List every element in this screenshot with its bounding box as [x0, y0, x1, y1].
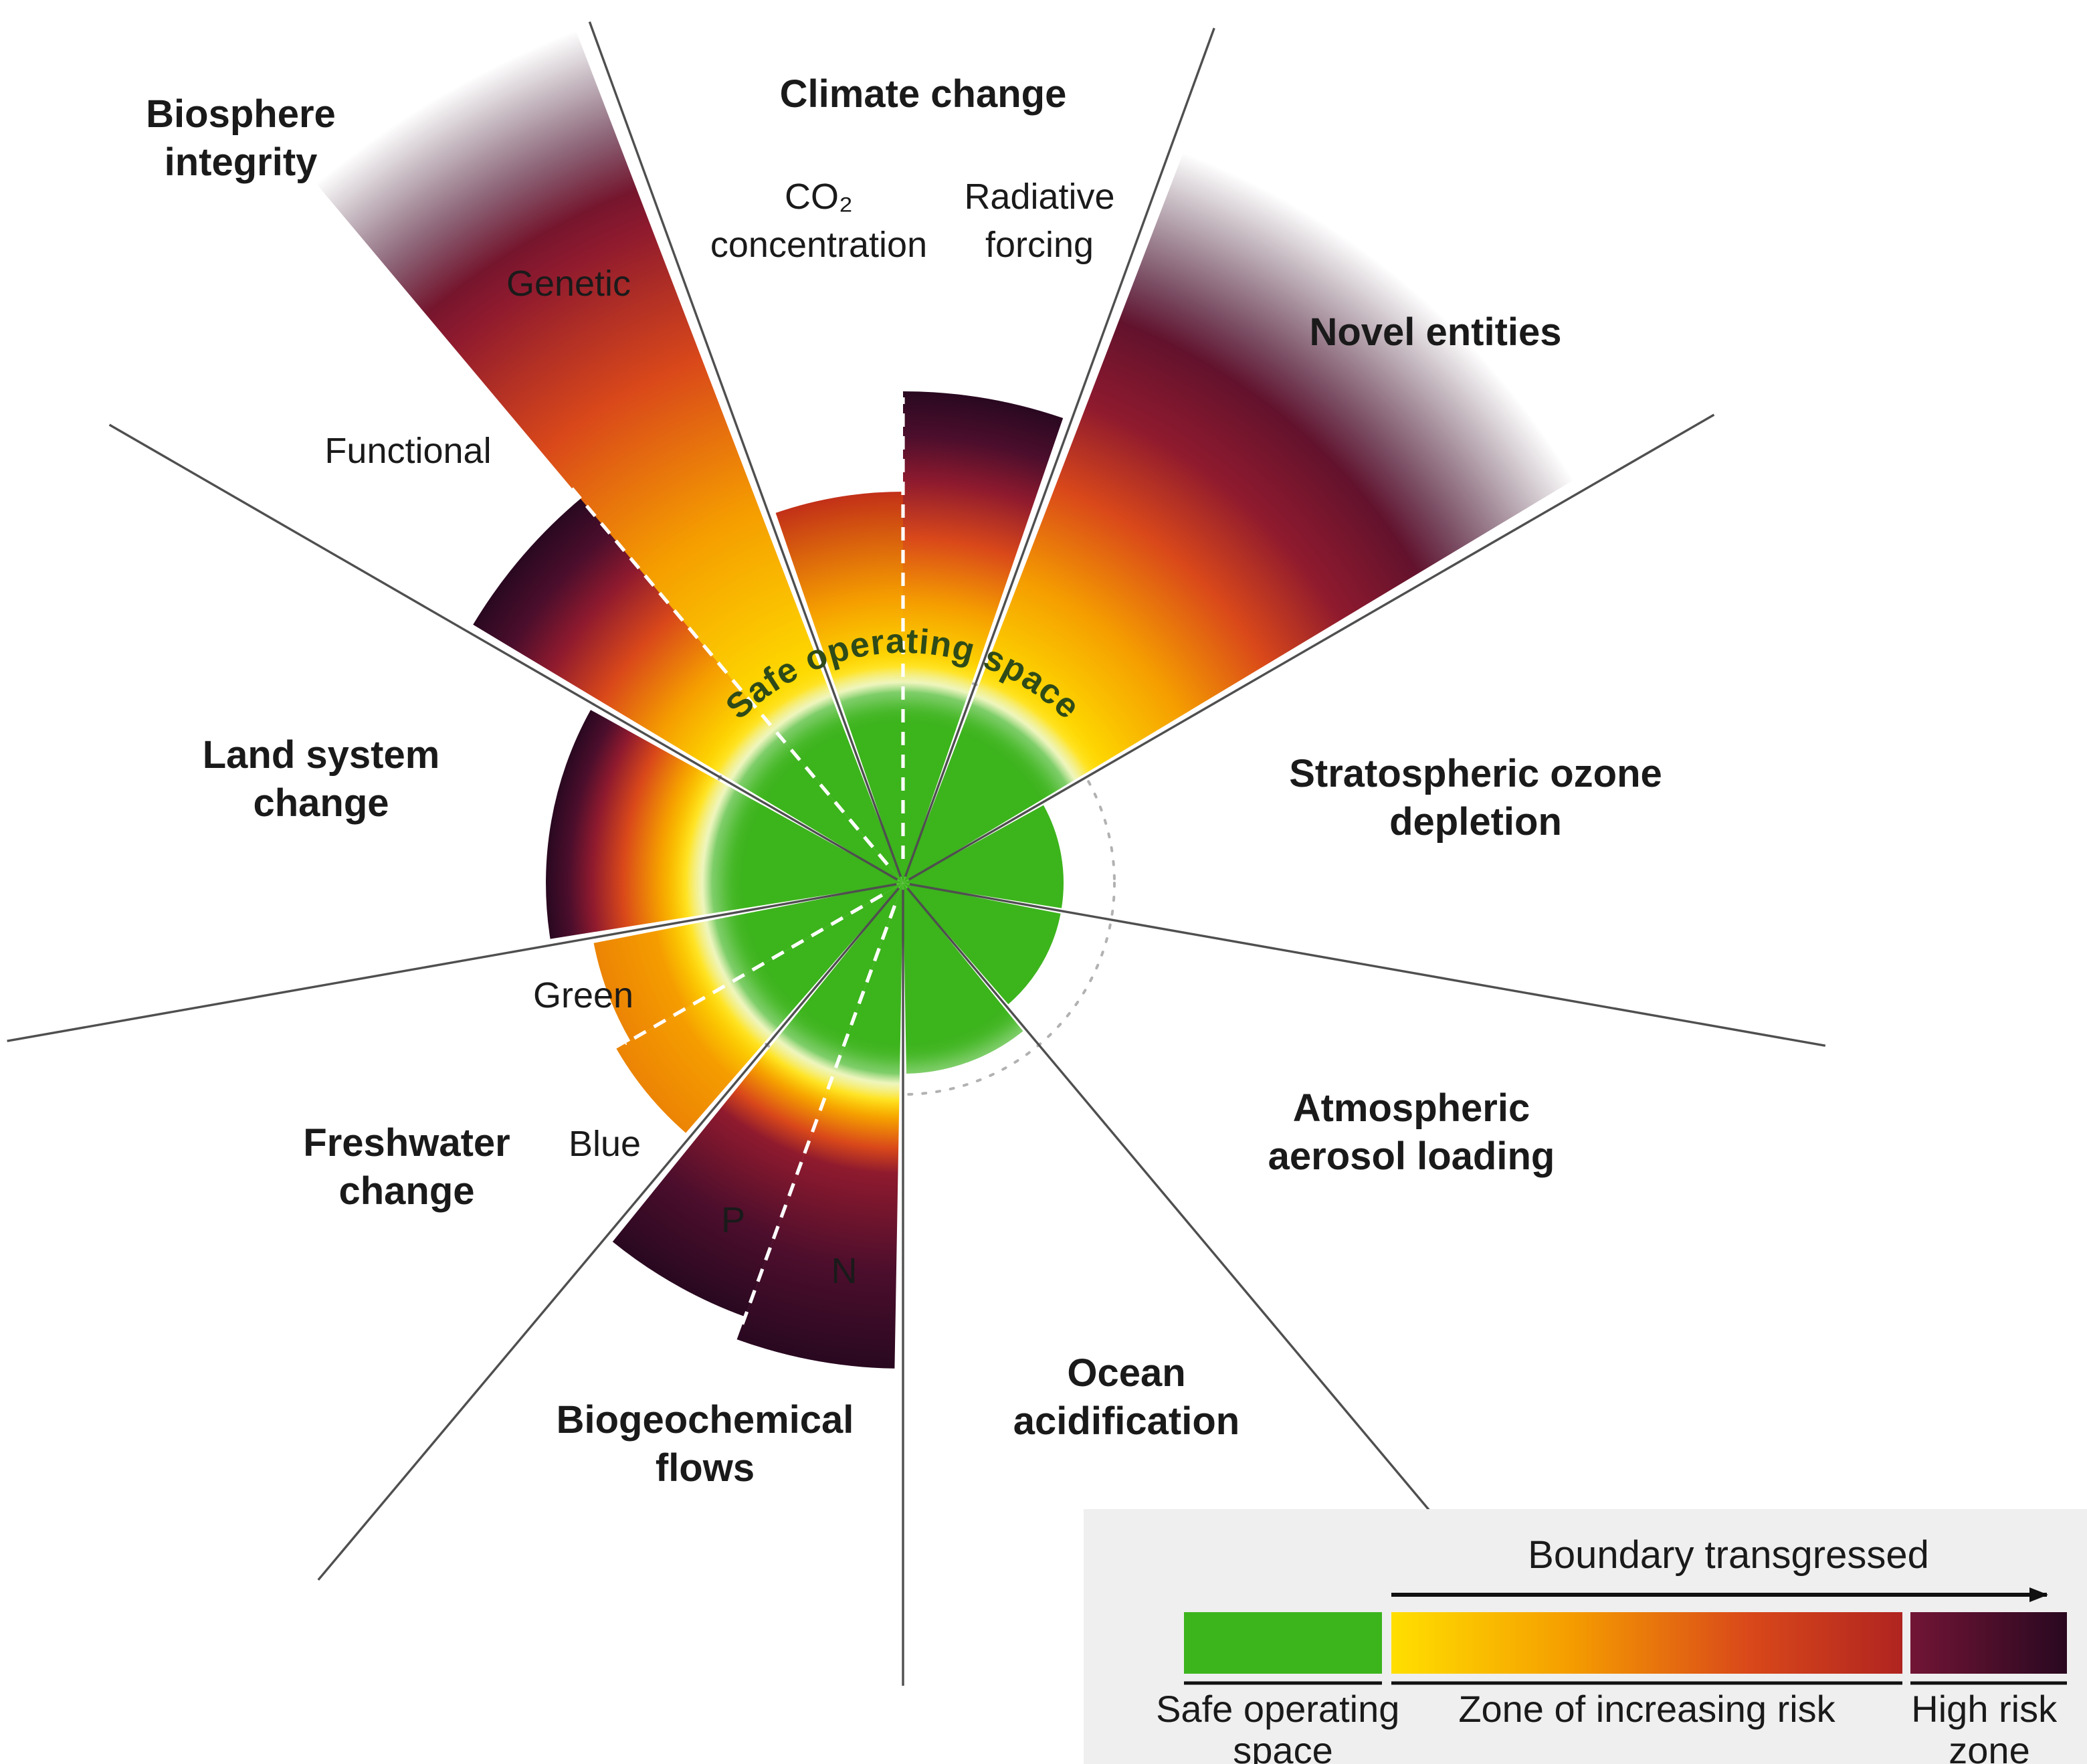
label-freshwater-change: Freshwater change — [303, 1121, 510, 1213]
legend-risk-label: Zone of increasing risk — [1458, 1688, 1835, 1730]
legend: Boundary transgressed Safe operating spa… — [1084, 1509, 2087, 1764]
wedge-p — [612, 883, 903, 1317]
legend-heading: Boundary transgressed — [1528, 1533, 1929, 1577]
label-atmospheric-aerosol-loading: Atmospheric aerosol loading — [1268, 1086, 1555, 1178]
wedge-genetic — [316, 30, 904, 884]
label-land-system-change: Land system change — [203, 733, 440, 825]
sub-boundary-dashed-line — [740, 904, 897, 1327]
label-co2-concentration: CO₂ concentration — [710, 177, 927, 265]
sector-divider-line — [909, 883, 1826, 1047]
label-phosphorus: P — [721, 1200, 745, 1240]
sector-divider-line — [908, 413, 1715, 881]
radial-chart — [7, 21, 1826, 1686]
sector-divider-line — [906, 887, 1472, 1561]
wedge-n — [736, 883, 903, 1369]
label-biosphere-integrity: Biosphere integrity — [146, 92, 336, 184]
legend-safe-label: Safe operating space — [1156, 1688, 1410, 1764]
sub-boundary-dashed-line — [624, 893, 884, 1046]
legend-high-label: High risk zone — [1911, 1688, 2067, 1764]
label-genetic: Genetic — [506, 264, 631, 304]
sector-divider-line — [7, 883, 897, 1042]
legend-safe-swatch — [1184, 1612, 1382, 1674]
sector-divider-line — [108, 423, 898, 881]
label-ocean-acidification: Ocean acidification — [1013, 1351, 1239, 1443]
sector-labels: Climate change Novel entities Stratospheri… — [146, 72, 1662, 1490]
label-radiative-forcing: Radiative forcing — [964, 177, 1114, 265]
legend-risk-swatch — [1391, 1612, 1902, 1674]
label-green-water: Green — [533, 975, 633, 1015]
wedge-ocean-acidification — [903, 883, 1023, 1074]
label-climate-change: Climate change — [780, 72, 1067, 116]
legend-high-swatch — [1910, 1612, 2067, 1674]
sub-boundary-dashed-line — [566, 482, 889, 866]
sector-divider-line — [588, 21, 902, 878]
sector-divider-line — [317, 887, 900, 1581]
label-functional: Functional — [324, 431, 491, 471]
label-blue-water: Blue — [569, 1124, 641, 1164]
wedge-radiative-forcing — [903, 391, 1064, 883]
sector-divider-line — [904, 27, 1215, 878]
wedge-stratospheric-ozone-depletion — [903, 805, 1064, 908]
wedge-green — [593, 883, 903, 1041]
label-nitrogen: N — [831, 1251, 858, 1291]
label-novel-entities: Novel entities — [1309, 310, 1561, 354]
wedge-functional — [473, 498, 903, 883]
wedge-novel-entities — [903, 152, 1574, 883]
label-biogeochemical-flows: Biogeochemical flows — [557, 1398, 854, 1490]
label-stratospheric-ozone-depletion: Stratospheric ozone depletion — [1289, 752, 1662, 844]
wedge-atmospheric-aerosol-loading — [903, 883, 1061, 1005]
